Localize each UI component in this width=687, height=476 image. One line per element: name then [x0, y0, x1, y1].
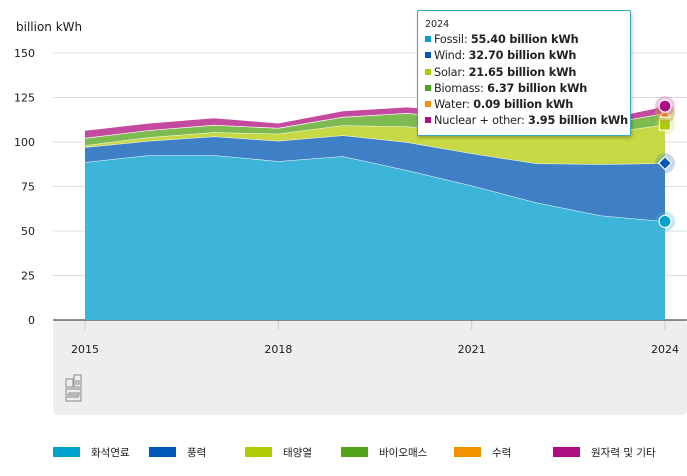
tooltip-value: 0.09 billion kWh: [473, 98, 574, 112]
tooltip-label: Wind:: [434, 49, 466, 63]
tooltip-value: 21.65 billion kWh: [468, 65, 577, 79]
tooltip-label: Nuclear + other:: [434, 114, 525, 128]
tooltip-value: 3.95 billion kWh: [528, 114, 628, 128]
legend-label: 태양열: [283, 446, 312, 459]
x-tick-label: 2024: [651, 343, 679, 356]
y-tick-label: 100: [14, 136, 35, 149]
tooltip-value: 32.70 billion kWh: [468, 49, 577, 63]
swatch-icon: [425, 36, 431, 42]
legend: 화석연료 풍력 태양열 바이오매스 수력 원자력 및 기타: [0, 437, 687, 467]
legend-item-wind[interactable]: 풍력: [149, 437, 206, 467]
swatch-icon: [425, 101, 431, 108]
legend-swatch: [53, 447, 80, 457]
tooltip-year: 2024: [425, 19, 450, 30]
x-tick-label: 2021: [458, 343, 486, 356]
x-axis-band: [53, 320, 687, 415]
legend-swatch: [245, 447, 272, 457]
tooltip-label: Water:: [434, 98, 470, 112]
marker-nuclear: [658, 99, 672, 113]
y-tick-label: 50: [21, 225, 35, 238]
y-ticks: 0 25 50 75 100 125 150: [14, 47, 35, 327]
tooltip-row-fossil: Fossil: 55.40 billion kWh: [425, 32, 630, 48]
marker-solar: [658, 118, 672, 131]
legend-swatch: [454, 447, 481, 457]
legend-swatch: [553, 447, 580, 457]
tooltip-label: Solar:: [434, 65, 466, 79]
marker-wind: [657, 155, 673, 171]
stacked-areas: [84, 105, 666, 320]
marker-fossil: [658, 214, 672, 228]
x-ticks: 2015 2018 2021 2024: [71, 321, 679, 356]
legend-label: 풍력: [187, 446, 207, 459]
swatch-icon: [425, 117, 431, 124]
x-tick-label: 2015: [71, 343, 99, 356]
legend-item-fossil[interactable]: 화석연료: [53, 437, 130, 467]
legend-item-biomass[interactable]: 바이오매스: [341, 437, 427, 467]
legend-label: 화석연료: [91, 446, 130, 459]
tooltip-row-solar: Solar: 21.65 billion kWh: [425, 65, 630, 81]
tooltip-label: Fossil:: [434, 33, 468, 46]
y-tick-label: 75: [21, 181, 35, 194]
tooltip-value: 55.40 billion kWh: [470, 33, 579, 46]
swatch-icon: [425, 84, 431, 91]
swatch-icon: [425, 52, 431, 59]
tooltip-row-water: Water: 0.09 billion kWh: [425, 97, 630, 113]
legend-label: 수력: [492, 446, 512, 459]
area-wind: [85, 135, 665, 222]
x-tick-label: 2018: [264, 343, 292, 356]
y-tick-label: 25: [21, 270, 35, 283]
tooltip-row-wind: Wind: 32.70 billion kWh: [425, 48, 630, 64]
hover-markers: [655, 96, 675, 232]
y-tick-label: 150: [14, 47, 35, 60]
legend-label: 바이오매스: [379, 446, 428, 459]
tooltip: 2024 Fossil: 55.40 billion kWh Wind: 32.…: [417, 10, 631, 136]
tooltip-row-nuclear: Nuclear + other: 3.95 billion kWh: [425, 113, 630, 129]
legend-item-water[interactable]: 수력: [454, 437, 511, 467]
y-axis-label: billion kWh: [16, 20, 82, 34]
legend-swatch: [341, 447, 368, 457]
legend-label: 원자력 및 기타: [591, 446, 656, 459]
tooltip-label: Biomass:: [434, 81, 484, 95]
swatch-icon: [425, 68, 431, 75]
tooltip-value: 6.37 billion kWh: [487, 81, 588, 95]
cbs-logo-icon: [65, 374, 82, 402]
y-tick-label: 125: [14, 92, 35, 105]
legend-swatch: [149, 447, 176, 457]
tooltip-row-biomass: Biomass: 6.37 billion kWh: [425, 81, 630, 97]
area-fossil: [85, 155, 665, 320]
legend-item-solar[interactable]: 태양열: [245, 437, 312, 467]
legend-item-nuclear[interactable]: 원자력 및 기타: [553, 437, 656, 467]
y-tick-label: 0: [28, 314, 35, 327]
